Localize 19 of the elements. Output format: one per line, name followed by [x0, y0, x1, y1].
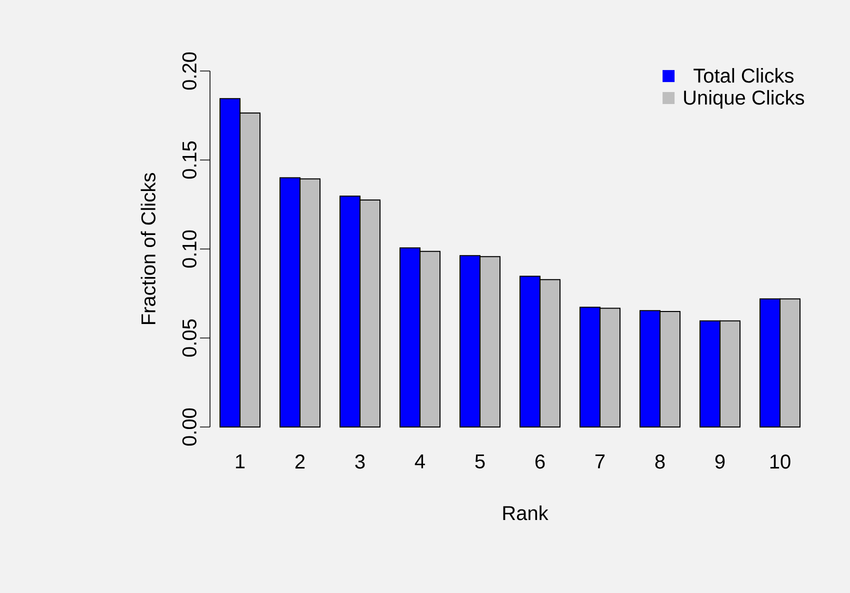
- y-tick-label: 0.20: [182, 52, 196, 90]
- x-tick-label: 4: [414, 454, 425, 468]
- legend-label: Total Clicks: [694, 68, 794, 83]
- y-tick-label: 0.05: [182, 319, 196, 357]
- y-tick-label: 0.00: [182, 408, 196, 446]
- x-tick-label: 8: [655, 454, 665, 469]
- legend-label: Unique Clicks: [684, 90, 804, 109]
- x-tick-label: 3: [355, 454, 365, 469]
- x-tick-label: 1: [236, 454, 245, 468]
- y-tick-label: 0.15: [182, 141, 196, 179]
- x-tick-label: 10: [770, 454, 790, 469]
- x-tick-label: 5: [475, 454, 485, 468]
- x-axis-title: Rank: [503, 506, 548, 520]
- y-axis-title: Fraction of Clicks: [140, 173, 156, 324]
- x-tick-label: 9: [715, 454, 725, 469]
- x-tick-label: 6: [535, 454, 545, 469]
- y-tick-label: 0.10: [182, 230, 196, 268]
- x-tick-label: 7: [595, 454, 605, 468]
- x-tick-label: 2: [295, 454, 305, 468]
